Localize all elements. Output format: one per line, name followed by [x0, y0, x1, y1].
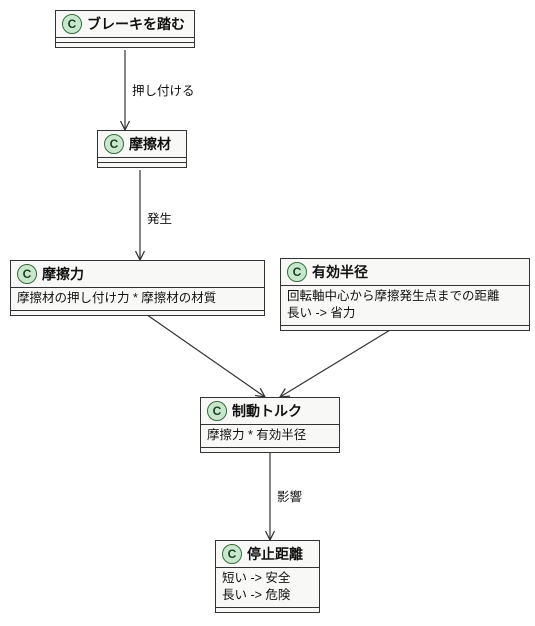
node-header: C摩擦材 — [98, 131, 186, 158]
node-empty-compartment — [56, 43, 194, 47]
node-title: 有効半径 — [312, 262, 368, 282]
node-brake: Cブレーキを踏む — [55, 10, 195, 48]
node-title: 制動トルク — [232, 401, 302, 421]
edge-friction-torque — [140, 310, 265, 397]
node-header: Cブレーキを踏む — [56, 11, 194, 38]
node-body: 摩擦力 * 有効半径 — [201, 425, 339, 447]
node-friction: C摩擦力摩擦材の押し付け力 * 摩擦材の材質 — [10, 260, 265, 316]
node-torque: C制動トルク摩擦力 * 有効半径 — [200, 397, 340, 453]
class-badge-icon: C — [104, 134, 124, 154]
node-radius: C有効半径回転軸中心から摩擦発生点までの距離長い -> 省力 — [280, 258, 530, 331]
node-pad: C摩擦材 — [97, 130, 187, 168]
class-badge-icon: C — [222, 544, 242, 564]
node-empty-compartment — [11, 311, 264, 315]
node-stopdist: C停止距離短い -> 安全長い -> 危険 — [215, 540, 320, 613]
node-header: C摩擦力 — [11, 261, 264, 288]
class-badge-icon: C — [17, 264, 37, 284]
node-body: 短い -> 安全長い -> 危険 — [216, 568, 319, 607]
class-badge-icon: C — [287, 262, 307, 282]
node-empty-compartment — [98, 163, 186, 167]
class-badge-icon: C — [62, 14, 82, 34]
node-title: 停止距離 — [247, 544, 303, 564]
node-title: 摩擦力 — [42, 264, 84, 284]
class-badge-icon: C — [207, 401, 227, 421]
node-title: ブレーキを踏む — [87, 14, 185, 34]
node-header: C制動トルク — [201, 398, 339, 425]
node-title: 摩擦材 — [129, 134, 171, 154]
node-header: C有効半径 — [281, 259, 529, 286]
edge-label: 押し付ける — [132, 80, 195, 99]
node-empty-compartment — [216, 608, 319, 612]
edge-label: 発生 — [147, 208, 172, 227]
node-empty-compartment — [281, 326, 529, 330]
node-header: C停止距離 — [216, 541, 319, 568]
edge-radius-torque — [280, 324, 400, 397]
node-body: 摩擦材の押し付け力 * 摩擦材の材質 — [11, 288, 264, 310]
node-body: 回転軸中心から摩擦発生点までの距離長い -> 省力 — [281, 286, 529, 325]
node-empty-compartment — [201, 448, 339, 452]
edge-label: 影響 — [277, 486, 302, 505]
